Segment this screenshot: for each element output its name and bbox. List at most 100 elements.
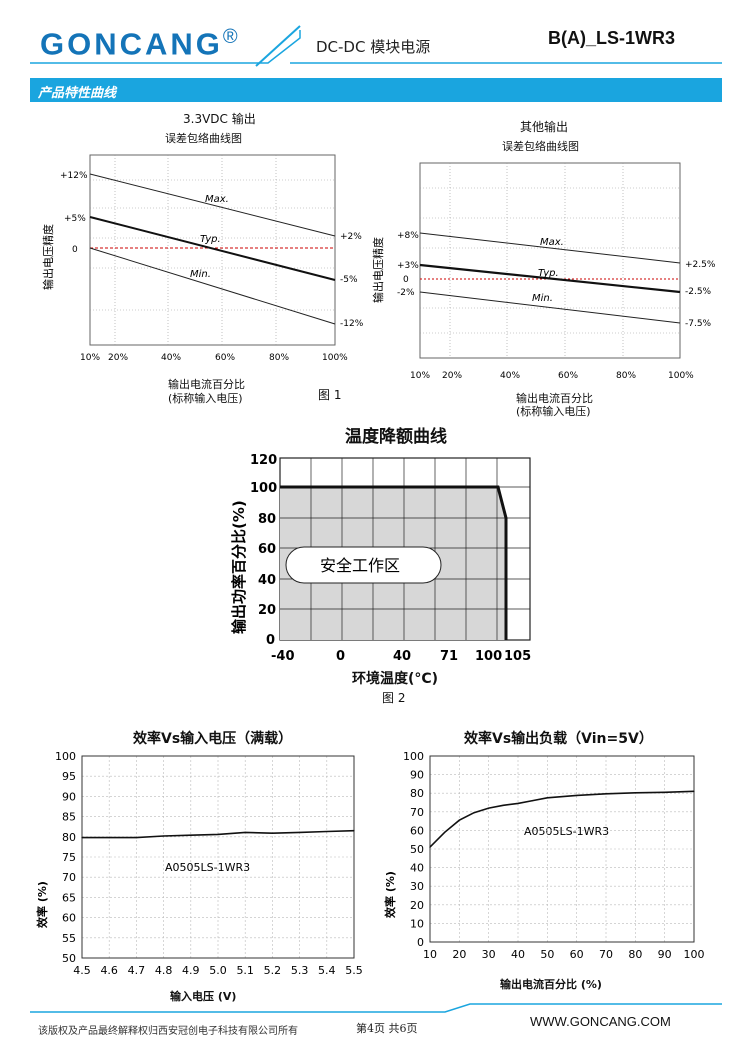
eff1-ytick-label: 100 (55, 750, 76, 763)
eff2-xtick-label: 10 (423, 948, 437, 961)
fig2-xtick: 40 (393, 649, 411, 664)
fig1-left-subtitle: 误差包络曲线图 (165, 132, 242, 145)
fig1-right-xtick: 100% (668, 371, 694, 381)
eff2-data-point (693, 790, 695, 792)
fig2-ylabel: 输出功率百分比(%) (230, 500, 248, 634)
eff1-title: 效率Vs输入电压（满载） (133, 731, 293, 747)
eff2-ytick-label: 100 (403, 750, 424, 763)
company-logo: GONCANG® (40, 26, 238, 62)
fig1-right-ylabel-0: 0 (403, 275, 409, 285)
eff1-data-point (217, 833, 219, 835)
fig1-left-ylabel-12: +12% (60, 171, 88, 181)
eff1-xtick-label: 5.3 (291, 964, 309, 977)
eff1-ytick-label: 60 (62, 912, 76, 925)
eff1-data-point (190, 834, 192, 836)
eff2-data-point (458, 819, 460, 821)
fig2-label: 图 2 (382, 691, 406, 705)
eff1-xtick-label: 4.6 (100, 964, 118, 977)
fig1-left-typ-line (89, 216, 336, 281)
eff2-data-point (605, 793, 607, 795)
eff1-data-point (108, 837, 110, 839)
footer-website[interactable]: WWW.GONCANG.COM (530, 1014, 671, 1029)
footer-page-number: 第4页 共6页 (356, 1022, 418, 1035)
fig1-left-xtick: 60% (215, 353, 235, 363)
header-decoration (0, 0, 750, 80)
fig1-left-min-label: Min. (190, 269, 211, 280)
eff1-frame (81, 755, 355, 959)
fig1-left-typ-label: Typ. (200, 234, 221, 245)
fig1-right-xtick: 10% (410, 371, 430, 381)
eff1-xtick-label: 4.5 (73, 964, 91, 977)
fig1-left-rlabel-5: -5% (340, 275, 358, 285)
eff1-xtick-label: 4.7 (128, 964, 146, 977)
eff2-data-point (517, 802, 519, 805)
eff2-data-point (488, 807, 490, 809)
eff2-data-point (444, 831, 446, 833)
fig2-ytick: 120 (250, 453, 277, 468)
fig1-left-ylabel: 输出电压精度 (41, 224, 55, 290)
eff2-ytick-label: 30 (410, 880, 424, 893)
fig1-right-chart: Max. Typ. Min. +8% +3% 0 -2% +2.5% -2.5%… (371, 162, 716, 381)
eff2-xtick-label: 40 (511, 948, 525, 961)
fig1-right-xtick: 80% (616, 371, 636, 381)
fig1-right-min-line (419, 291, 681, 324)
eff1-annotation: A0505LS-1WR3 (165, 861, 250, 874)
fig1-label: 图 1 (318, 388, 342, 402)
fig1-left-ylabel-0: 0 (72, 245, 78, 255)
eff2-ytick-label: 80 (410, 787, 424, 800)
fig1-right-max-label: Max. (540, 237, 564, 248)
header-slash (255, 25, 301, 67)
eff2-xtick-label: 50 (540, 948, 554, 961)
eff1-xtick-label: 4.8 (155, 964, 173, 977)
eff1-ytick-label: 65 (62, 891, 76, 904)
fig1-left-xlabel: 输出电流百分比 (168, 378, 245, 391)
fig2-ytick: 100 (250, 481, 277, 496)
fig1-right-xlabel2: (标称输入电压) (516, 405, 591, 418)
eff2-xtick-label: 90 (658, 948, 672, 961)
eff2-data-point (473, 812, 475, 814)
product-model: B(A)_LS-1WR3 (548, 28, 676, 48)
eff1-data-point (326, 830, 328, 833)
fig2-xlabel: 环境温度(°C) (352, 671, 439, 687)
fig1-left-xtick: 100% (322, 353, 348, 363)
eff1-chart: 效率 (%) A0505LS-1WR3 4.5 4.6 4.7 4.8 4.9 5.0 5.… (35, 750, 363, 977)
fig1-right-rlabel-m2-5: -2.5% (685, 287, 712, 297)
fig1-right-xtick: 60% (558, 371, 578, 381)
fig1-right-title: 其他输出 (520, 120, 569, 134)
eff2-ytick-label: 0 (417, 936, 424, 949)
eff2-ytick-label: 50 (410, 843, 424, 856)
footer-copyright: 该版权及产品最终解释权归西安冠创电子科技有限公司所有 (38, 1026, 298, 1037)
fig1-right-ylabel-3: +3% (397, 261, 419, 271)
eff2-xtick-label: 80 (628, 948, 642, 961)
fig1-left-xlabel2: (标称输入电压) (168, 392, 243, 405)
eff2-chart: 效率 (%) A0505LS-1WR3 10 20 30 40 50 60 70 80 90 10… (383, 750, 705, 961)
fig1-left-xtick: 80% (269, 353, 289, 363)
fig1-right-rlabel-m7-5: -7.5% (685, 319, 712, 329)
eff2-title: 效率Vs输出负载（Vin=5V） (464, 731, 653, 747)
fig1-right-xlabel: 输出电流百分比 (516, 392, 593, 405)
eff2-ytick-label: 10 (410, 917, 424, 930)
fig2-ytick: 60 (258, 542, 276, 557)
eff2-xlabel: 输出电流百分比 (%) (500, 978, 602, 991)
eff2-xtick-label: 30 (482, 948, 496, 961)
eff1-ytick-label: 75 (62, 851, 76, 864)
product-category: DC-DC 模块电源 (316, 38, 431, 56)
fig2-xtick: -40 (271, 649, 295, 664)
eff1-data-point (163, 835, 165, 837)
eff2-xtick-label: 60 (570, 948, 584, 961)
eff1-ytick-label: 70 (62, 871, 76, 884)
eff1-data-point (81, 837, 83, 839)
eff2-ytick-label: 40 (410, 862, 424, 875)
eff1-ytick-label: 55 (62, 932, 76, 945)
fig2-xtick: 100 (475, 649, 502, 664)
eff2-data-point (576, 794, 578, 797)
section-bar (30, 78, 722, 102)
eff2-data-point (532, 800, 534, 802)
eff1-ytick-label: 90 (62, 790, 76, 803)
eff1-xlabel: 输入电压 (V) (170, 990, 237, 1003)
eff1-ytick-label: 85 (62, 811, 76, 824)
eff2-ytick-label: 90 (410, 769, 424, 782)
fig1-left-max-line (89, 173, 336, 237)
eff2-ytick-label: 60 (410, 824, 424, 837)
eff2-annotation: A0505LS-1WR3 (524, 825, 609, 838)
